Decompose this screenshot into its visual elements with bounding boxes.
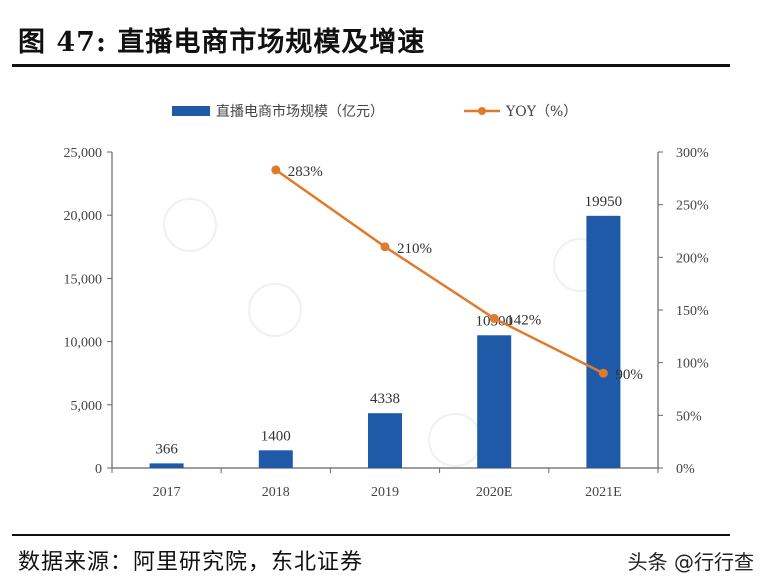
y-right-tick-label: 0% <box>676 462 695 477</box>
legend-bar-label: 直播电商市场规模（亿元） <box>216 103 384 120</box>
x-tick-label: 2020E <box>476 485 513 500</box>
bar-data-label: 19950 <box>585 194 623 210</box>
watermark-ring <box>428 413 482 467</box>
yoy-data-label: 142% <box>506 312 541 328</box>
watermark-ring <box>248 283 302 337</box>
legend-bar-swatch <box>172 106 210 116</box>
y-left-tick-label: 5,000 <box>71 399 103 414</box>
bar <box>258 450 293 468</box>
title-rule <box>12 64 730 67</box>
x-tick-label: 2017 <box>153 485 181 500</box>
bar-series: 366140043381050019950 <box>149 194 623 468</box>
y-right-tick-label: 200% <box>676 251 709 266</box>
yoy-point <box>380 242 390 252</box>
x-tick-label: 2018 <box>262 485 290 500</box>
yoy-point <box>489 313 499 323</box>
figure-title: 图 47: 直播电商市场规模及增速 <box>18 27 426 58</box>
legend-line-marker <box>478 107 486 115</box>
y-left-tick-label: 10,000 <box>64 336 103 351</box>
bar-data-label: 366 <box>155 441 178 457</box>
yoy-line <box>275 168 604 375</box>
y-right-tick-label: 300% <box>676 146 709 161</box>
y-left-tick-label: 15,000 <box>64 272 103 287</box>
yoy-line-series: 283% 210% 142% 90% <box>271 164 643 383</box>
bar-data-label: 1400 <box>261 428 291 444</box>
legend-line-label: YOY（%） <box>505 104 577 120</box>
bar <box>368 413 402 468</box>
y-right-tick-label: 250% <box>676 199 709 214</box>
source-note: 数据来源：阿里研究院，东北证券 <box>18 550 364 575</box>
yoy-point <box>271 165 281 175</box>
y-right-tick-label: 50% <box>676 409 702 424</box>
y-right-tick-label: 100% <box>676 357 709 372</box>
bar <box>586 215 621 468</box>
yoy-data-label: 210% <box>397 241 432 257</box>
yoy-data-label: 90% <box>615 367 643 383</box>
axes: 0 5,000 10,000 15,000 20,000 25,000 0% 50% 100% 1… <box>64 146 710 500</box>
y-left-tick-label: 25,000 <box>64 146 103 161</box>
legend: 直播电商市场规模（亿元） YOY（%） <box>172 103 577 120</box>
footer-rule <box>12 534 730 536</box>
watermark-text: 头条 @行行查 <box>627 550 754 574</box>
bar <box>477 335 512 468</box>
watermark-ring <box>163 198 217 252</box>
chart: 直播电商市场规模（亿元） YOY（%） 0 5,000 10,000 15,000 20… <box>64 103 710 500</box>
x-tick-label: 2021E <box>585 485 622 500</box>
y-left-tick-label: 20,000 <box>64 209 103 224</box>
bar-data-label: 4338 <box>370 391 400 407</box>
yoy-data-label: 283% <box>288 164 323 180</box>
y-left-tick-label: 0 <box>95 462 102 477</box>
bar <box>149 463 184 468</box>
yoy-point <box>598 368 608 378</box>
x-tick-label: 2019 <box>371 485 399 500</box>
y-right-tick-label: 150% <box>676 304 709 319</box>
